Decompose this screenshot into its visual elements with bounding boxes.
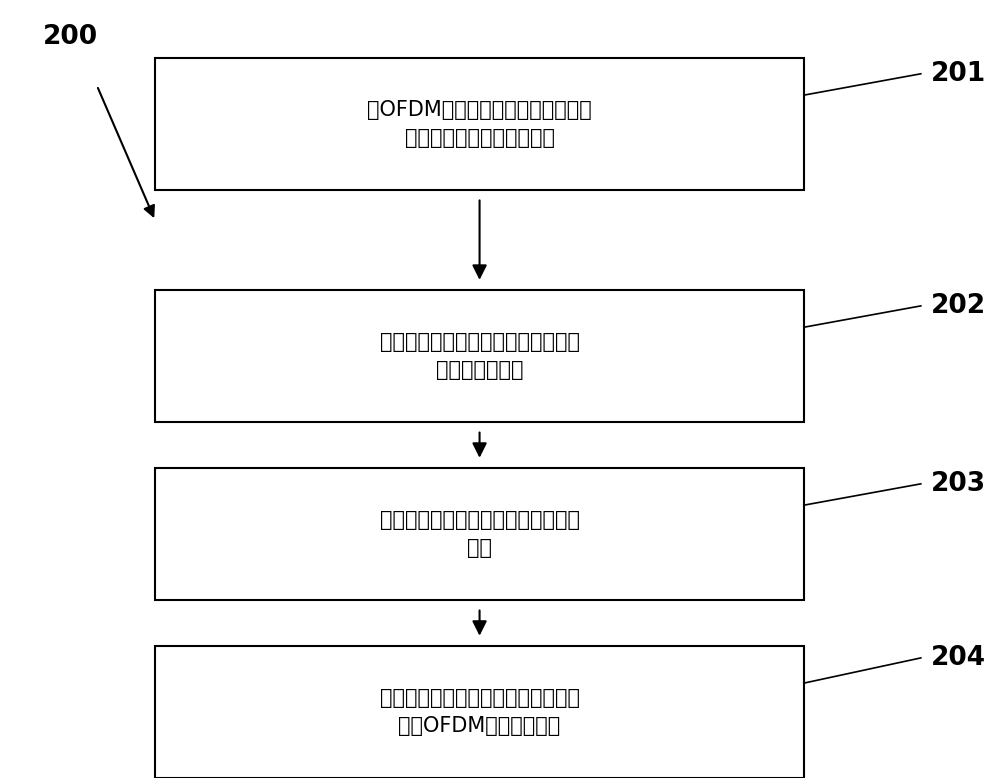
Text: 将平均斜率最大的候选序列作为优化
后的OFDM同步训练序列: 将平均斜率最大的候选序列作为优化 后的OFDM同步训练序列 (380, 688, 580, 736)
Bar (155, 468, 804, 600)
Text: 将OFDM同步训练序列进行多次循环
移位得到多个循环移位序列: 将OFDM同步训练序列进行多次循环 移位得到多个循环移位序列 (367, 100, 592, 148)
Text: 在每个循环移位序列之前添加循环前
缀得到候选序列: 在每个循环移位序列之前添加循环前 缀得到候选序列 (380, 332, 580, 380)
Text: 203: 203 (931, 471, 986, 497)
Bar (155, 290, 804, 422)
Text: 计算候选序列的定时度量函数的平均
斜率: 计算候选序列的定时度量函数的平均 斜率 (380, 510, 580, 558)
Text: 200: 200 (43, 23, 98, 49)
Bar (155, 59, 804, 190)
Text: 201: 201 (931, 61, 986, 87)
Text: 204: 204 (931, 645, 986, 671)
Bar (155, 646, 804, 778)
Text: 202: 202 (931, 293, 986, 319)
